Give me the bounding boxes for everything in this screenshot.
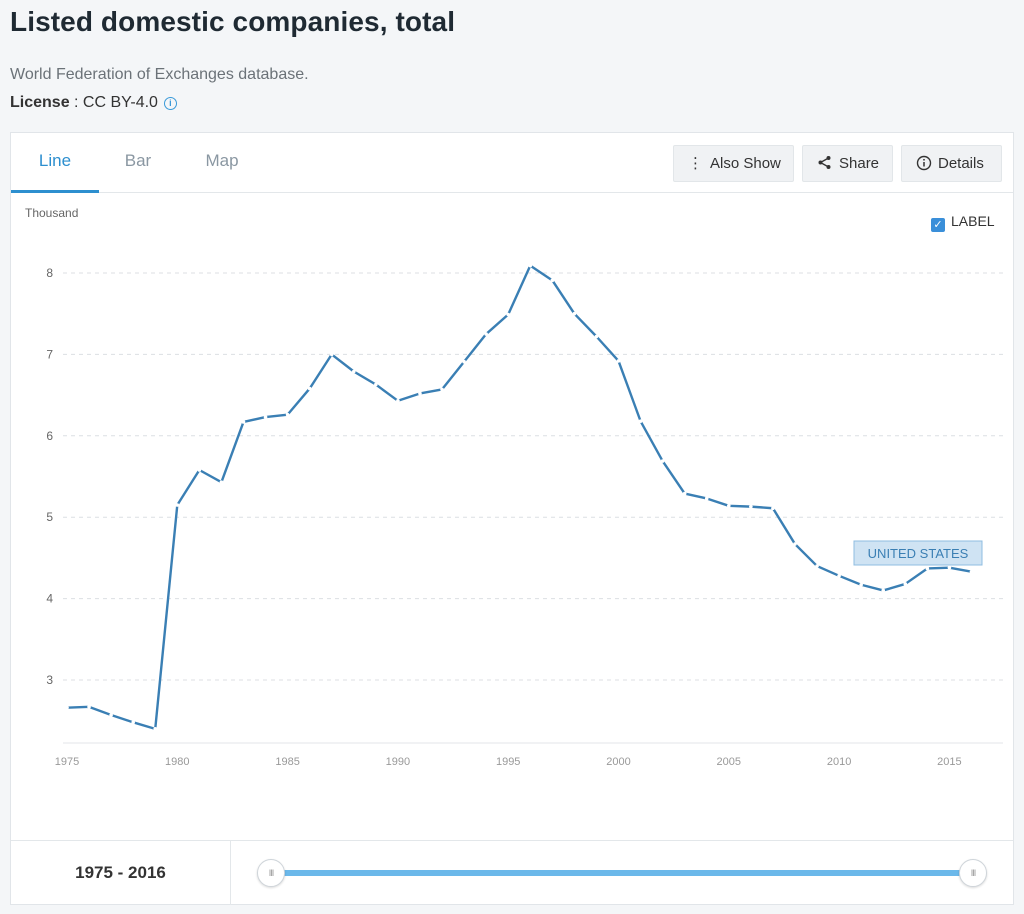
data-point-2006 xyxy=(749,504,753,509)
data-point-2014 xyxy=(925,566,930,571)
tab-line[interactable]: Line xyxy=(11,133,99,193)
data-point-2009 xyxy=(815,564,819,568)
data-point-2016 xyxy=(969,569,974,574)
license-label: License xyxy=(10,94,70,111)
x-tick-label: 1980 xyxy=(165,756,189,768)
data-point-1980 xyxy=(175,503,180,507)
range-footer: 1975 - 2016 III III xyxy=(11,840,1013,905)
data-point-2015 xyxy=(947,565,952,570)
x-tick-label: 2000 xyxy=(606,756,630,768)
license-line: License : CC BY-4.0 i xyxy=(10,94,177,112)
also-show-button[interactable]: ⋮ Also Show xyxy=(673,145,794,182)
data-point-1977 xyxy=(109,713,113,717)
data-point-1996 xyxy=(528,263,533,268)
data-point-2012 xyxy=(881,588,886,593)
series-label-box xyxy=(853,540,983,566)
data-point-2003 xyxy=(682,491,687,496)
y-tick-label: 3 xyxy=(46,673,53,687)
x-tick-label: 2015 xyxy=(937,756,961,768)
data-point-1988 xyxy=(351,369,356,374)
x-tick-label: 1985 xyxy=(275,756,299,768)
data-point-1992 xyxy=(440,387,444,392)
tab-map[interactable]: Map xyxy=(205,151,239,170)
data-point-2011 xyxy=(859,582,863,587)
data-point-2001 xyxy=(638,419,643,423)
info-icon[interactable]: i xyxy=(163,97,177,110)
tab-bar[interactable]: Bar xyxy=(124,151,152,170)
info-icon xyxy=(916,146,932,181)
label-toggle[interactable]: ✓ LABEL xyxy=(931,213,995,232)
page-title: Listed domestic companies, total xyxy=(10,6,456,37)
data-point-2008 xyxy=(793,542,797,546)
data-point-1979 xyxy=(153,727,158,731)
y-unit-label: Thousand xyxy=(25,206,79,220)
data-point-1990 xyxy=(396,398,400,403)
y-tick-label: 8 xyxy=(46,266,53,280)
data-point-1989 xyxy=(374,382,378,387)
data-point-1986 xyxy=(307,386,312,391)
data-point-1983 xyxy=(241,420,246,424)
x-tick-label: 1990 xyxy=(386,756,410,768)
data-point-2013 xyxy=(903,582,908,586)
label-toggle-text: LABEL xyxy=(951,213,995,229)
data-point-2007 xyxy=(771,506,775,511)
data-point-2005 xyxy=(727,504,731,508)
checkbox-icon[interactable]: ✓ xyxy=(931,218,945,232)
data-point-1997 xyxy=(550,278,555,283)
also-show-label: Also Show xyxy=(710,155,781,172)
data-point-1999 xyxy=(594,334,599,339)
y-tick-label: 6 xyxy=(46,429,53,443)
x-tick-label: 1995 xyxy=(496,756,520,768)
chart-tabs: Line Bar Map ⋮ Also Show Share Details xyxy=(11,133,1013,193)
series-label: UNITED STATES xyxy=(868,546,969,561)
data-point-2004 xyxy=(704,496,709,501)
data-point-1993 xyxy=(462,359,466,364)
details-button[interactable]: Details xyxy=(901,145,1002,182)
year-range-text: 1975 - 2016 xyxy=(11,841,231,905)
data-point-1982 xyxy=(219,480,224,484)
chart-card: Line Bar Map ⋮ Also Show Share Details Th… xyxy=(10,132,1014,905)
range-slider-track[interactable] xyxy=(271,870,973,876)
share-label: Share xyxy=(839,155,880,172)
data-point-1994 xyxy=(484,332,488,336)
data-point-2000 xyxy=(616,359,621,363)
data-point-1981 xyxy=(197,468,202,472)
data-point-1984 xyxy=(263,415,268,419)
series-line xyxy=(66,264,972,731)
x-tick-label: 1975 xyxy=(55,756,79,768)
data-point-1976 xyxy=(87,705,91,709)
x-tick-label: 2005 xyxy=(717,756,741,768)
data-point-1991 xyxy=(418,391,422,396)
share-icon xyxy=(817,146,832,181)
data-point-1987 xyxy=(329,352,334,357)
y-tick-label: 5 xyxy=(46,510,53,524)
line-chart: 3 4 5 6 7 8 1975 1980 1985 1990 1995 2000 2005 2010 20… xyxy=(46,263,1003,768)
data-point-1975 xyxy=(65,705,69,710)
data-point-1985 xyxy=(285,412,290,417)
vertical-dots-icon: ⋮ xyxy=(688,155,703,172)
data-source: World Federation of Exchanges database. xyxy=(10,66,309,83)
license-value: : CC BY-4.0 xyxy=(69,94,158,111)
data-point-1998 xyxy=(572,311,577,316)
details-label: Details xyxy=(938,155,984,172)
data-point-1978 xyxy=(131,720,135,725)
y-tick-label: 7 xyxy=(46,347,53,361)
x-tick-label: 2010 xyxy=(827,756,851,768)
share-button[interactable]: Share xyxy=(802,145,893,182)
data-point-1995 xyxy=(506,312,511,317)
range-start-handle[interactable]: III xyxy=(257,859,285,887)
range-end-handle[interactable]: III xyxy=(959,859,987,887)
y-tick-label: 4 xyxy=(46,592,53,606)
data-point-2002 xyxy=(660,459,665,463)
data-point-2010 xyxy=(837,574,841,578)
